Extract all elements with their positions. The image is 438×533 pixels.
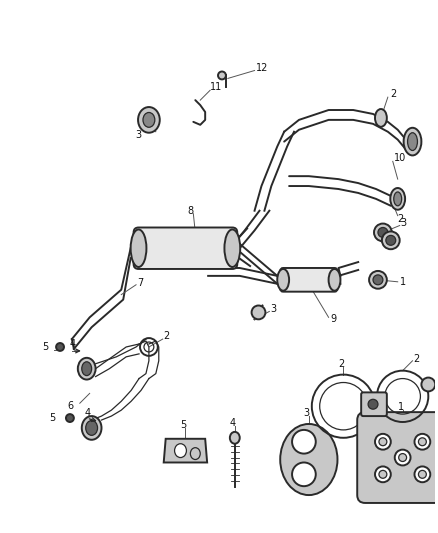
Text: 4: 4 [70, 339, 76, 349]
Text: 2: 2 [338, 359, 345, 369]
Circle shape [368, 399, 378, 409]
Ellipse shape [375, 109, 387, 127]
Text: 4: 4 [230, 418, 236, 428]
Text: 3: 3 [401, 217, 407, 228]
Circle shape [251, 305, 265, 319]
Circle shape [378, 228, 388, 237]
Text: 2: 2 [398, 214, 404, 224]
Circle shape [379, 438, 387, 446]
Text: 1: 1 [400, 277, 406, 287]
Circle shape [421, 377, 435, 391]
Ellipse shape [131, 230, 146, 267]
Ellipse shape [408, 133, 417, 150]
Circle shape [292, 463, 316, 486]
Circle shape [375, 434, 391, 450]
Circle shape [418, 471, 426, 478]
Ellipse shape [390, 188, 405, 209]
Circle shape [369, 271, 387, 289]
Ellipse shape [78, 358, 95, 379]
Text: 3: 3 [135, 130, 141, 140]
Text: 3: 3 [304, 408, 310, 418]
FancyBboxPatch shape [280, 268, 337, 292]
FancyBboxPatch shape [361, 392, 387, 416]
Text: 4: 4 [85, 408, 91, 418]
Circle shape [379, 471, 387, 478]
Text: 6: 6 [67, 401, 73, 411]
Circle shape [414, 466, 430, 482]
Text: 7: 7 [137, 278, 143, 288]
Ellipse shape [230, 432, 240, 444]
Circle shape [56, 343, 64, 351]
FancyBboxPatch shape [357, 412, 438, 503]
Circle shape [374, 223, 392, 241]
Ellipse shape [404, 128, 421, 156]
FancyBboxPatch shape [134, 228, 237, 269]
Circle shape [418, 438, 426, 446]
Text: 5: 5 [49, 413, 56, 423]
Ellipse shape [277, 269, 289, 290]
Ellipse shape [394, 192, 402, 206]
Text: 2: 2 [164, 331, 170, 341]
Circle shape [414, 434, 430, 450]
Ellipse shape [280, 424, 337, 495]
Circle shape [66, 414, 74, 422]
Circle shape [395, 450, 410, 465]
Circle shape [375, 466, 391, 482]
Polygon shape [164, 439, 207, 463]
Ellipse shape [138, 107, 160, 133]
Circle shape [382, 231, 400, 249]
Text: 2: 2 [390, 89, 396, 99]
Text: 5: 5 [42, 342, 49, 352]
Text: 2: 2 [413, 354, 420, 364]
Ellipse shape [143, 112, 155, 127]
Ellipse shape [82, 416, 102, 440]
Text: 1: 1 [398, 402, 404, 412]
Text: 11: 11 [210, 82, 223, 92]
Text: 8: 8 [187, 206, 194, 216]
Text: 12: 12 [255, 62, 268, 72]
Circle shape [386, 236, 396, 245]
Ellipse shape [175, 444, 187, 457]
Ellipse shape [224, 230, 240, 267]
Circle shape [218, 71, 226, 79]
Ellipse shape [191, 448, 200, 459]
Text: 9: 9 [331, 314, 337, 324]
Text: 5: 5 [180, 420, 187, 430]
Ellipse shape [86, 421, 98, 435]
Circle shape [292, 430, 316, 454]
Circle shape [399, 454, 406, 462]
Text: 10: 10 [394, 154, 406, 164]
Circle shape [373, 275, 383, 285]
Ellipse shape [328, 269, 340, 290]
Ellipse shape [82, 362, 92, 376]
Text: 3: 3 [270, 304, 276, 314]
